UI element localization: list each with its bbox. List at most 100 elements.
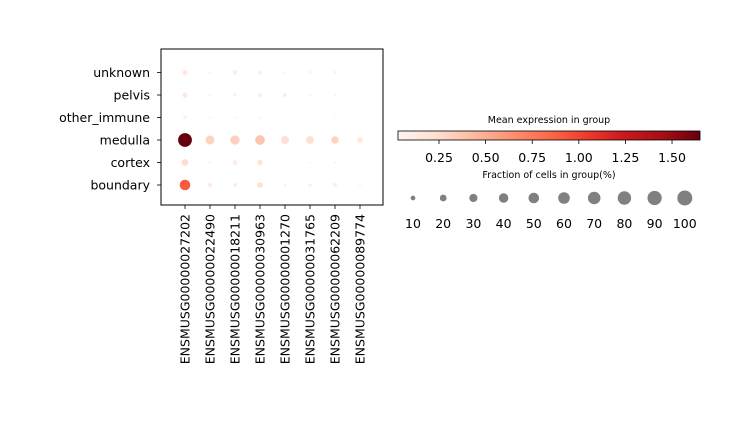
expression-dot <box>333 70 337 75</box>
expression-dot <box>332 182 338 188</box>
size-legend-label: 40 <box>496 216 512 231</box>
expression-dot <box>208 116 212 119</box>
expression-dot <box>283 183 287 187</box>
expression-dot <box>283 116 287 119</box>
expression-dot <box>358 161 362 164</box>
expression-dot <box>308 70 312 75</box>
gene-label: ENSMUSG00000030963 <box>253 214 268 364</box>
expression-dot <box>358 116 362 119</box>
group-label: cortex <box>111 155 150 170</box>
size-legend-label: 70 <box>586 216 602 231</box>
expression-dot <box>282 92 288 98</box>
size-legend-dot <box>677 190 693 206</box>
expression-dot <box>232 70 238 75</box>
expression-dot <box>258 116 262 119</box>
expression-dot <box>358 93 362 97</box>
expression-dot <box>182 69 188 76</box>
gene-axis: ENSMUSG00000027202 ENSMUSG00000022490 ENSM… <box>178 205 368 364</box>
expression-dot <box>207 182 213 188</box>
dots-layer <box>178 69 363 191</box>
size-legend-label: 30 <box>465 216 481 231</box>
expression-dot <box>257 182 263 188</box>
size-legend-dot <box>587 191 601 205</box>
expression-dot <box>232 160 238 165</box>
color-scale-tick-label: 0.25 <box>425 150 453 165</box>
expression-dot <box>181 159 189 166</box>
expression-dot <box>333 93 337 97</box>
expression-dot <box>208 161 212 164</box>
expression-dot <box>182 92 188 98</box>
color-scale-tick-label: 1.25 <box>612 150 640 165</box>
size-legend-dot <box>528 192 540 204</box>
color-scale-legend: Mean expression in group 0.25 0.50 0.75 1.0… <box>397 115 701 165</box>
gene-label: ENSMUSG00000022490 <box>203 214 218 364</box>
expression-dot <box>333 161 337 164</box>
expression-dot <box>208 71 212 74</box>
gene-label: ENSMUSG00000001270 <box>278 214 293 364</box>
expression-dot <box>333 116 337 119</box>
expression-dot <box>283 71 287 74</box>
expression-dot <box>358 71 362 74</box>
expression-dot <box>257 70 263 75</box>
color-scale-tick-label: 1.50 <box>658 150 686 165</box>
size-legend-label: 100 <box>673 216 697 231</box>
size-legend-dot <box>498 193 509 203</box>
expression-dot <box>306 136 314 144</box>
size-legend-label: 90 <box>647 216 663 231</box>
group-label: other_immune <box>59 110 150 125</box>
expression-dot <box>283 161 287 164</box>
expression-dot <box>178 133 192 147</box>
group-label: unknown <box>93 65 150 80</box>
expression-dot <box>233 93 237 97</box>
gene-label: ENSMUSG00000027202 <box>178 214 193 364</box>
expression-dot <box>179 179 191 191</box>
group-label: boundary <box>90 178 150 193</box>
size-legend-dot <box>410 195 416 201</box>
expression-dot <box>232 182 238 188</box>
color-scale-tick-label: 1.00 <box>565 150 593 165</box>
size-legend-dot <box>617 191 632 205</box>
color-scale-bar <box>397 130 701 141</box>
group-label: pelvis <box>114 88 150 103</box>
size-legend-dot <box>558 192 570 204</box>
size-legend-dot <box>439 194 447 202</box>
expression-dot <box>255 135 265 145</box>
expression-dot <box>281 136 289 144</box>
gene-label: ENSMUSG00000089774 <box>353 214 368 364</box>
expression-dot <box>308 183 312 187</box>
size-legend: Fraction of cells in group(%) 10 20 30 40 50… <box>405 170 697 231</box>
expression-dot <box>308 161 312 164</box>
expression-dot <box>257 92 263 98</box>
size-legend-title: Fraction of cells in group(%) <box>482 170 615 181</box>
size-legend-label: 60 <box>556 216 572 231</box>
expression-dot <box>358 183 362 187</box>
group-label: medulla <box>100 133 150 148</box>
size-legend-items: 10 20 30 40 50 60 70 80 90 100 <box>405 190 697 231</box>
color-scale-ticks: 0.25 0.50 0.75 1.00 1.25 1.50 <box>425 140 686 165</box>
gene-label: ENSMUSG00000031765 <box>303 214 318 364</box>
expression-dot <box>308 93 312 97</box>
expression-dot <box>205 135 215 145</box>
expression-dot <box>233 116 237 119</box>
size-legend-label: 20 <box>435 216 451 231</box>
expression-dot <box>308 116 312 119</box>
expression-dot <box>208 93 212 97</box>
expression-dot <box>357 137 363 143</box>
expression-dot <box>257 159 263 166</box>
plot-frame <box>160 48 384 206</box>
expression-dot <box>331 136 339 144</box>
size-legend-label: 50 <box>526 216 542 231</box>
color-scale-title: Mean expression in group <box>488 115 610 126</box>
color-scale-tick-label: 0.50 <box>472 150 500 165</box>
color-scale-tick-label: 0.75 <box>518 150 546 165</box>
gene-label: ENSMUSG00000018211 <box>228 214 243 364</box>
gene-label: ENSMUSG00000062209 <box>328 214 343 364</box>
expression-dot <box>230 135 240 145</box>
size-legend-label: 80 <box>616 216 632 231</box>
size-legend-dot <box>469 193 478 203</box>
size-legend-dot <box>647 190 662 206</box>
expression-dot <box>183 115 187 120</box>
